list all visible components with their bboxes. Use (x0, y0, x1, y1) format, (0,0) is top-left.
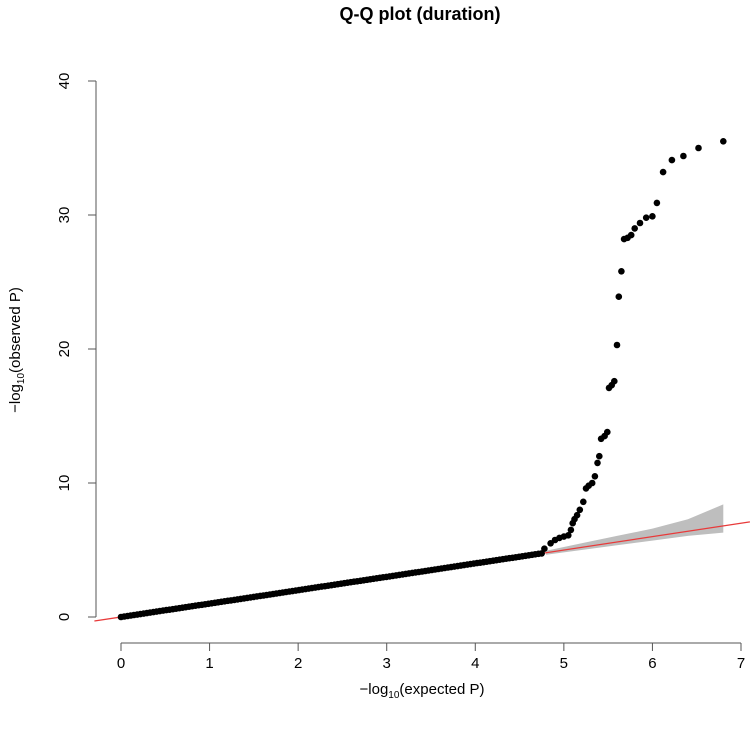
data-point (720, 138, 727, 145)
data-point (594, 459, 601, 467)
data-point (615, 293, 623, 301)
x-axis-label-prefix: −log (360, 681, 389, 698)
x-tick-label: 6 (648, 655, 656, 672)
confidence-band (546, 504, 724, 555)
data-point (567, 526, 575, 534)
data-point (573, 511, 581, 519)
y-tick-label: 40 (56, 73, 73, 90)
x-tick-label: 4 (471, 655, 479, 672)
x-tick-label: 5 (560, 655, 568, 672)
data-point (604, 428, 611, 436)
data-point (653, 199, 661, 207)
data-point (541, 545, 548, 552)
x-axis-label-suffix: (expected P) (399, 681, 484, 698)
confidence-band-layer (546, 504, 724, 555)
data-point (596, 452, 603, 460)
data-point (668, 156, 676, 164)
data-point (611, 377, 618, 385)
chart-title: Q-Q plot (duration) (340, 4, 501, 24)
x-tick-label: 3 (383, 655, 391, 672)
x-axis: 0 1 2 3 4 5 6 7 (117, 642, 745, 672)
x-axis-label: −log10(expected P) (360, 681, 485, 701)
data-point (576, 506, 584, 514)
y-tick-label: 10 (56, 475, 73, 492)
y-axis-label-subscript: 10 (16, 373, 27, 385)
data-point (631, 225, 638, 232)
data-point (580, 498, 587, 506)
y-axis-label-suffix: (observed P) (7, 287, 24, 373)
x-axis-label-subscript: 10 (388, 690, 400, 701)
data-point (649, 213, 656, 220)
data-point (636, 219, 644, 227)
y-axis-label-prefix: −log (7, 384, 24, 413)
x-tick-label: 7 (737, 655, 745, 672)
data-point (588, 479, 596, 487)
data-point (659, 168, 667, 176)
data-point (680, 152, 687, 160)
x-tick-label: 2 (294, 655, 302, 672)
points-layer (117, 138, 727, 621)
data-point (627, 231, 635, 239)
y-tick-label: 30 (56, 207, 73, 224)
x-tick-label: 0 (117, 655, 125, 672)
y-tick-label: 20 (56, 341, 73, 358)
y-axis: 0 10 20 30 40 (56, 73, 97, 621)
data-point (565, 532, 572, 539)
data-point (695, 144, 702, 152)
y-axis-label: −log10(observed P) (7, 287, 27, 413)
data-point (591, 473, 599, 480)
data-point (613, 341, 621, 349)
x-tick-label: 1 (205, 655, 213, 672)
y-tick-label: 0 (56, 613, 73, 621)
data-point (618, 268, 625, 275)
data-point (642, 214, 650, 221)
